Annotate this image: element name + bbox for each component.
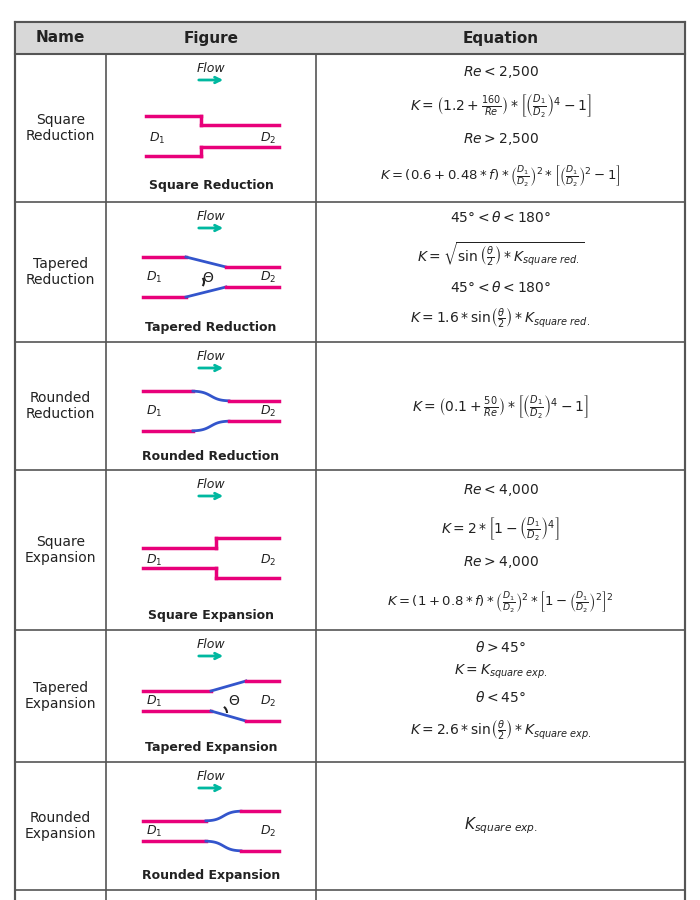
Text: $K = 2 * \left[1 - \left(\frac{D_1}{D_2}\right)^4\right]$: $K = 2 * \left[1 - \left(\frac{D_1}{D_2}… bbox=[441, 515, 560, 542]
Text: Equation: Equation bbox=[463, 31, 538, 46]
Text: Flow: Flow bbox=[197, 210, 225, 222]
Text: $\theta > 45°$: $\theta > 45°$ bbox=[475, 641, 526, 655]
Text: $D_1$: $D_1$ bbox=[146, 553, 162, 568]
Text: Rounded
Reduction: Rounded Reduction bbox=[26, 391, 95, 421]
Text: $\theta < 45°$: $\theta < 45°$ bbox=[475, 689, 526, 705]
Text: $K_{\mathit{square\ exp.}}$: $K_{\mathit{square\ exp.}}$ bbox=[463, 815, 538, 836]
Text: $D_1$: $D_1$ bbox=[146, 403, 162, 418]
Text: $D_2$: $D_2$ bbox=[260, 130, 276, 146]
Text: $D_1$: $D_1$ bbox=[146, 824, 162, 839]
Text: $K = \sqrt{\sin\left(\frac{\theta}{2}\right) * K_{\mathit{square\ red.}}}$: $K = \sqrt{\sin\left(\frac{\theta}{2}\ri… bbox=[416, 240, 584, 268]
Text: Flow: Flow bbox=[197, 61, 225, 75]
Text: Tapered Expansion: Tapered Expansion bbox=[145, 742, 277, 754]
Text: Rounded Expansion: Rounded Expansion bbox=[142, 869, 280, 883]
Text: Rounded
Expansion: Rounded Expansion bbox=[25, 811, 97, 842]
Text: $\mathit{Re} < 4{,}000$: $\mathit{Re} < 4{,}000$ bbox=[463, 482, 538, 498]
Text: $\mathit{Re} > 4{,}000$: $\mathit{Re} > 4{,}000$ bbox=[463, 554, 538, 570]
Text: $\mathit{Re} < 2{,}500$: $\mathit{Re} < 2{,}500$ bbox=[463, 64, 538, 80]
Text: Square Reduction: Square Reduction bbox=[148, 179, 274, 193]
Text: Rounded Reduction: Rounded Reduction bbox=[142, 449, 279, 463]
Text: $D_1$: $D_1$ bbox=[149, 130, 165, 146]
Text: Tapered Reduction: Tapered Reduction bbox=[146, 321, 276, 335]
Text: $K = 2.6 * \sin\!\left(\frac{\theta}{2}\right) * K_{\mathit{square\ exp.}}$: $K = 2.6 * \sin\!\left(\frac{\theta}{2}\… bbox=[410, 718, 592, 742]
Text: Name: Name bbox=[36, 31, 85, 46]
Text: Tapered
Reduction: Tapered Reduction bbox=[26, 256, 95, 287]
Text: $\Theta$: $\Theta$ bbox=[202, 271, 214, 285]
Text: $D_1$: $D_1$ bbox=[146, 693, 162, 708]
Text: $K = (0.6 + 0.48*f) * \left(\frac{D_1}{D_2}\right)^2 * \left[\left(\frac{D_1}{D_: $K = (0.6 + 0.48*f) * \left(\frac{D_1}{D… bbox=[380, 164, 621, 188]
Text: Figure: Figure bbox=[183, 31, 239, 46]
Text: $K = (1 + 0.8*f) * \left(\frac{D_1}{D_2}\right)^2 * \left[1 - \left(\frac{D_1}{D: $K = (1 + 0.8*f) * \left(\frac{D_1}{D_2}… bbox=[387, 590, 614, 615]
Text: $K = \left(0.1 + \frac{50}{Re}\right) * \left[\left(\frac{D_1}{D_2}\right)^4 - 1: $K = \left(0.1 + \frac{50}{Re}\right) * … bbox=[412, 392, 589, 419]
Text: $45° < \theta < 180°$: $45° < \theta < 180°$ bbox=[450, 211, 551, 226]
Text: Square
Expansion: Square Expansion bbox=[25, 535, 97, 565]
Text: Square
Reduction: Square Reduction bbox=[26, 112, 95, 143]
Text: $D_2$: $D_2$ bbox=[260, 693, 276, 708]
Bar bbox=[15, 22, 685, 54]
Text: $\mathit{Re} > 2{,}500$: $\mathit{Re} > 2{,}500$ bbox=[463, 131, 538, 147]
Text: $K = K_{\mathit{square\ exp.}}$: $K = K_{\mathit{square\ exp.}}$ bbox=[454, 662, 547, 681]
Text: $D_2$: $D_2$ bbox=[260, 269, 276, 284]
Text: $D_2$: $D_2$ bbox=[260, 553, 276, 568]
Text: Flow: Flow bbox=[197, 349, 225, 363]
Text: $D_2$: $D_2$ bbox=[260, 403, 276, 418]
Text: $45° < \theta < 180°$: $45° < \theta < 180°$ bbox=[450, 281, 551, 295]
Text: $K = \left(1.2 + \frac{160}{Re}\right) * \left[\left(\frac{D_1}{D_2}\right)^4 - : $K = \left(1.2 + \frac{160}{Re}\right) *… bbox=[410, 93, 592, 120]
Text: $\Theta$: $\Theta$ bbox=[228, 694, 240, 708]
Text: $D_1$: $D_1$ bbox=[146, 269, 162, 284]
Text: Tapered
Expansion: Tapered Expansion bbox=[25, 681, 97, 711]
Text: $K = 1.6 * \sin\!\left(\frac{\theta}{2}\right) * K_{\mathit{square\ red.}}$: $K = 1.6 * \sin\!\left(\frac{\theta}{2}\… bbox=[410, 306, 591, 329]
Text: Square Expansion: Square Expansion bbox=[148, 609, 274, 623]
Text: Flow: Flow bbox=[197, 770, 225, 782]
Text: $D_2$: $D_2$ bbox=[260, 824, 276, 839]
Text: Flow: Flow bbox=[197, 637, 225, 651]
Text: Flow: Flow bbox=[197, 478, 225, 491]
